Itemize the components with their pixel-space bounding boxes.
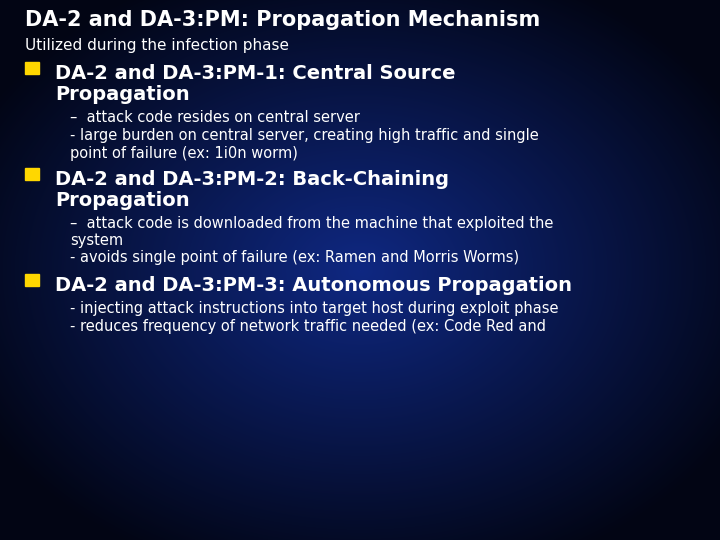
Text: DA-2 and DA-3:PM-1: Central Source
Propagation: DA-2 and DA-3:PM-1: Central Source Propa… bbox=[55, 64, 456, 104]
Bar bbox=[25, 62, 39, 74]
Text: DA-2 and DA-3:PM-3: Autonomous Propagation: DA-2 and DA-3:PM-3: Autonomous Propagati… bbox=[55, 275, 572, 295]
Text: Utilized during the infection phase: Utilized during the infection phase bbox=[25, 38, 289, 53]
Text: - large burden on central server, creating high traffic and single
point of fail: - large burden on central server, creati… bbox=[70, 129, 539, 161]
Text: DA-2 and DA-3:PM-2: Back-Chaining
Propagation: DA-2 and DA-3:PM-2: Back-Chaining Propag… bbox=[55, 170, 449, 210]
Text: - injecting attack instructions into target host during exploit phase: - injecting attack instructions into tar… bbox=[70, 301, 559, 316]
Text: - avoids single point of failure (ex: Ramen and Morris Worms): - avoids single point of failure (ex: Ra… bbox=[70, 251, 519, 265]
Bar bbox=[25, 168, 39, 180]
Text: - reduces frequency of network traffic needed (ex: Code Red and: - reduces frequency of network traffic n… bbox=[70, 319, 546, 334]
Text: DA-2 and DA-3:PM: Propagation Mechanism: DA-2 and DA-3:PM: Propagation Mechanism bbox=[25, 10, 540, 30]
Text: –  attack code resides on central server: – attack code resides on central server bbox=[70, 110, 360, 125]
Bar bbox=[25, 274, 39, 286]
Text: –  attack code is downloaded from the machine that exploited the
system: – attack code is downloaded from the mac… bbox=[70, 216, 554, 248]
